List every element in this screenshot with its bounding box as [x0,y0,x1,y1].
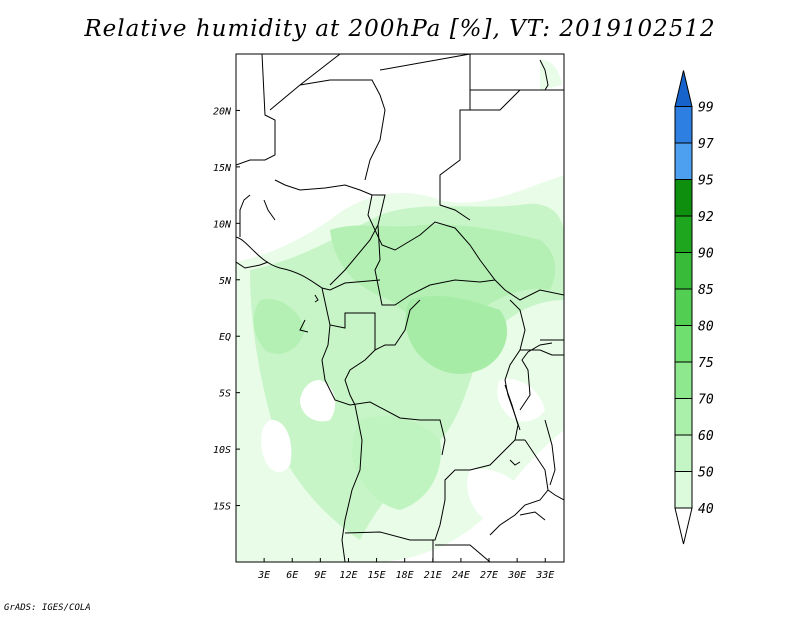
lat-tick-label: 20N [213,106,232,117]
colorbar-label: 70 [698,393,714,408]
colorbar-box [674,398,693,436]
colorbar-label: 85 [698,283,714,298]
lat-tick-label: 10N [213,219,232,230]
colorbar-label: 95 [698,174,714,189]
colorbar-high-arrow [674,70,693,107]
lon-tick-label: 30E [507,570,526,581]
lat-tick-label: EQ [219,332,231,343]
axis-ticks: 3E 6E 9E 12E 15E 18E 21E 24E 27E 30E 33E 20N 15N 10N 5… [213,106,554,581]
colorbar-label: 50 [698,466,714,481]
colorbar-box [674,361,693,399]
colorbar-box [674,471,693,509]
grads-credit: GrADS: IGES/COLA [4,603,91,613]
colorbar-label: 97 [698,137,714,152]
lon-tick-label: 21E [424,570,442,581]
colorbar-box [674,142,693,180]
colorbar-label: 60 [698,429,714,444]
lon-tick-label: 24E [452,570,470,581]
colorbar-box [674,434,693,472]
lat-tick-label: 15S [213,502,231,513]
lon-tick-label: 15E [368,570,386,581]
colorbar-label: 75 [698,356,714,371]
colorbar-label: 80 [698,320,714,335]
chart-title: Relative humidity at 200hPa [%], VT: 201… [84,16,716,42]
colorbar-label: 90 [698,247,714,262]
lat-tick-label: 10S [213,445,231,456]
lat-tick-label: 5S [219,389,231,400]
colorbar-box [674,106,693,144]
lon-tick-label: 27E [480,570,498,581]
colorbar-box [674,288,693,326]
colorbar-box [674,252,693,290]
lon-tick-label: 12E [339,570,357,581]
colorbar-label: 92 [698,210,714,225]
lat-tick-label: 15N [213,163,232,174]
colorbar-label: 99 [698,101,714,116]
humidity-field [236,54,564,562]
colorbar-box [674,325,693,363]
lon-tick-label: 18E [396,570,414,581]
colorbar-low-arrow [674,507,693,545]
colorbar-box [674,179,693,217]
colorbar-box [674,215,693,253]
colorbar-label: 40 [698,502,714,517]
lon-tick-label: 6E [286,570,298,581]
lat-tick-label: 5N [219,276,232,287]
lon-tick-label: 3E [257,570,270,581]
map-frame [235,53,565,563]
lakes [299,59,556,521]
lon-tick-label: 9E [314,570,326,581]
colorbar: 40 50 60 70 75 80 85 90 92 95 97 99 [674,70,714,545]
lon-tick-label: 33E [535,570,554,581]
